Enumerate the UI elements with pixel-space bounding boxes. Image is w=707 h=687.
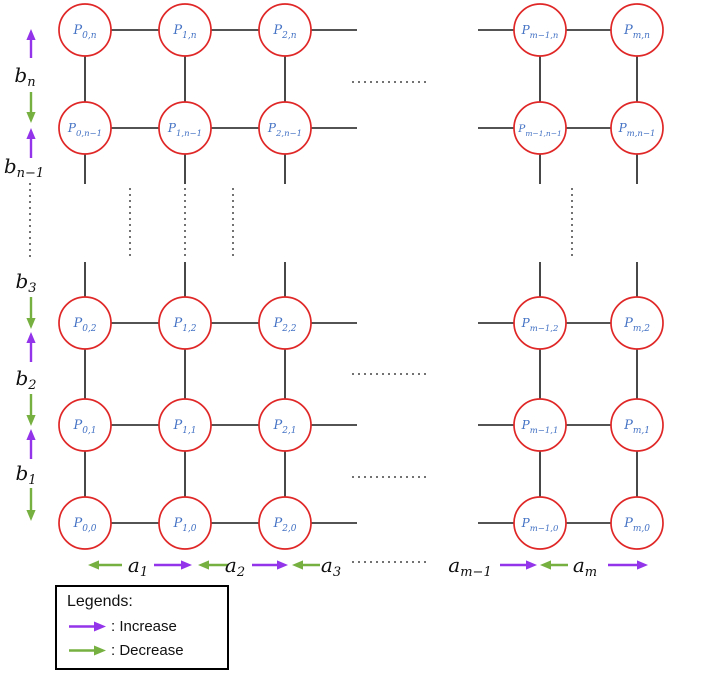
node-label-P-2,n: P2,n [272,23,296,41]
decrease-arrow-head [94,645,106,656]
node-P-0,1 [58,398,112,452]
node-label-P-0,0: P0,0 [72,516,96,534]
node-label-P-0,2: P0,2 [72,316,96,334]
node-P-1,2 [158,296,212,350]
node-P-0,n [58,3,112,57]
node-P-2,n [258,3,312,57]
b-label-3: b3 [15,269,36,296]
increase-arrow-icon [26,128,36,139]
node-label-P-m−1,2: Pm−1,2 [521,316,559,334]
node-P-m,n [610,3,664,57]
node-P-m,2 [610,296,664,350]
node-label-P-1,1: P1,1 [172,418,196,436]
node-label-P-1,n−1: P1,n−1 [167,121,202,139]
legend-box: Legends: : Increase : Decrease [55,585,229,670]
increase-arrow-icon [26,429,36,440]
legend-decrease-label: : Decrease [111,642,184,659]
increase-arrow-icon [26,29,36,40]
node-P-2,2 [258,296,312,350]
b-label-1: b1 [15,461,36,488]
decrease-arrow-icon [26,415,36,426]
b-label-n−1: bn−1 [4,154,44,181]
legend-item-increase: : Increase [67,618,217,635]
increase-arrow-head [94,621,106,632]
decrease-arrow-icon [198,560,209,570]
node-P-2,0 [258,496,312,550]
decrease-arrow-icon [88,560,99,570]
decrease-arrow-icon [26,318,36,329]
node-label-P-2,1: P2,1 [272,418,296,436]
increase-arrow-icon [181,560,192,570]
increase-arrow-icon [277,560,288,570]
node-P-m−1,0 [513,496,567,550]
node-P-m−1,1 [513,398,567,452]
node-label-P-2,n−1: P2,n−1 [267,121,302,139]
a-label-3: a3 [321,553,341,580]
node-label-P-0,n: P0,n [72,23,96,41]
decrease-arrow-icon [540,560,551,570]
node-label-P-m,2: Pm,2 [623,316,650,334]
node-label-P-2,0: P2,0 [272,516,296,534]
increase-arrow-icon [26,332,36,343]
decrease-arrow-icon [292,560,303,570]
decrease-arrow-icon [26,510,36,521]
node-label-P-m,n−1: Pm,n−1 [618,121,656,139]
node-label-P-m−1,1: Pm−1,1 [521,418,559,436]
node-P-2,1 [258,398,312,452]
node-P-1,n [158,3,212,57]
node-label-P-0,1: P0,1 [72,418,96,436]
node-label-P-2,2: P2,2 [272,316,296,334]
node-label-P-0,n−1: P0,n−1 [67,121,102,139]
node-P-m,1 [610,398,664,452]
node-label-P-1,n: P1,n [172,23,196,41]
node-P-0,2 [58,296,112,350]
increase-arrow-icon [69,621,106,632]
node-label-P-m,1: Pm,1 [623,418,650,436]
node-label-P-m,0: Pm,0 [623,516,650,534]
node-P-m,0 [610,496,664,550]
node-label-P-m−1,n−1: Pm−1,n−1 [517,123,562,138]
legend-item-decrease: : Decrease [67,642,217,659]
legend-increase-label: : Increase [111,618,177,635]
b-label-n: bn [14,63,35,90]
a-label-m: am [573,553,597,580]
legend-title: Legends: [67,593,133,610]
node-P-m,n−1 [610,101,664,155]
increase-arrow-icon [526,560,537,570]
increase-arrow-icon [637,560,648,570]
node-P-m−1,n−1 [513,101,567,155]
decrease-arrow-icon [69,645,106,656]
node-label-P-1,0: P1,0 [172,516,196,534]
node-P-2,n−1 [258,101,312,155]
b-label-2: b2 [15,366,36,393]
node-P-1,1 [158,398,212,452]
decrease-arrow-icon [26,112,36,123]
a-label-1: a1 [128,553,148,580]
node-P-m−1,n [513,3,567,57]
node-P-1,n−1 [158,101,212,155]
node-label-P-m−1,0: Pm−1,0 [521,516,559,534]
node-P-1,0 [158,496,212,550]
a-label-m−1: am−1 [448,553,491,580]
a-label-2: a2 [225,553,245,580]
node-label-P-m−1,n: Pm−1,n [521,23,559,41]
node-P-m−1,2 [513,296,567,350]
node-label-P-m,n: Pm,n [623,23,650,41]
node-P-0,n−1 [58,101,112,155]
node-P-0,0 [58,496,112,550]
node-label-P-1,2: P1,2 [172,316,196,334]
